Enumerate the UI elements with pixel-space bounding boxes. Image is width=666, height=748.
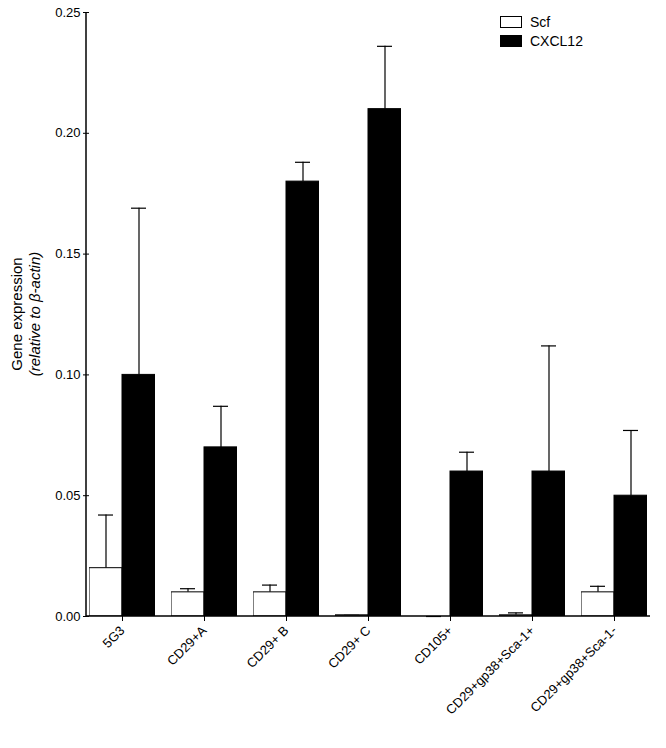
svg-text:CD29+ B: CD29+ B <box>243 623 291 671</box>
svg-text:CD29+gp38+Sca-1+: CD29+gp38+Sca-1+ <box>443 623 538 718</box>
svg-text:CD29+A: CD29+A <box>164 623 210 669</box>
html-text:CXCL12: CXCL12 <box>530 33 583 49</box>
svg-text:0.00: 0.00 <box>55 609 80 624</box>
svg-text:CD29+gp38+Sca-1-: CD29+gp38+Sca-1- <box>527 623 619 715</box>
svg-text:0.10: 0.10 <box>55 367 80 382</box>
html-text:Scf: Scf <box>530 14 551 30</box>
svg-text:0.25: 0.25 <box>55 5 80 20</box>
svg-text:5G3: 5G3 <box>100 623 128 651</box>
svg-text:0.15: 0.15 <box>55 246 80 261</box>
svg-text:CD29+ C: CD29+ C <box>325 623 374 672</box>
svg-text:0.20: 0.20 <box>55 125 80 140</box>
svg-text:CD105+: CD105+ <box>411 623 456 668</box>
svg-text:(relative to β-actin): (relative to β-actin) <box>26 252 43 376</box>
svg-text:Gene expression: Gene expression <box>8 257 25 370</box>
svg-text:0.05: 0.05 <box>55 488 80 503</box>
